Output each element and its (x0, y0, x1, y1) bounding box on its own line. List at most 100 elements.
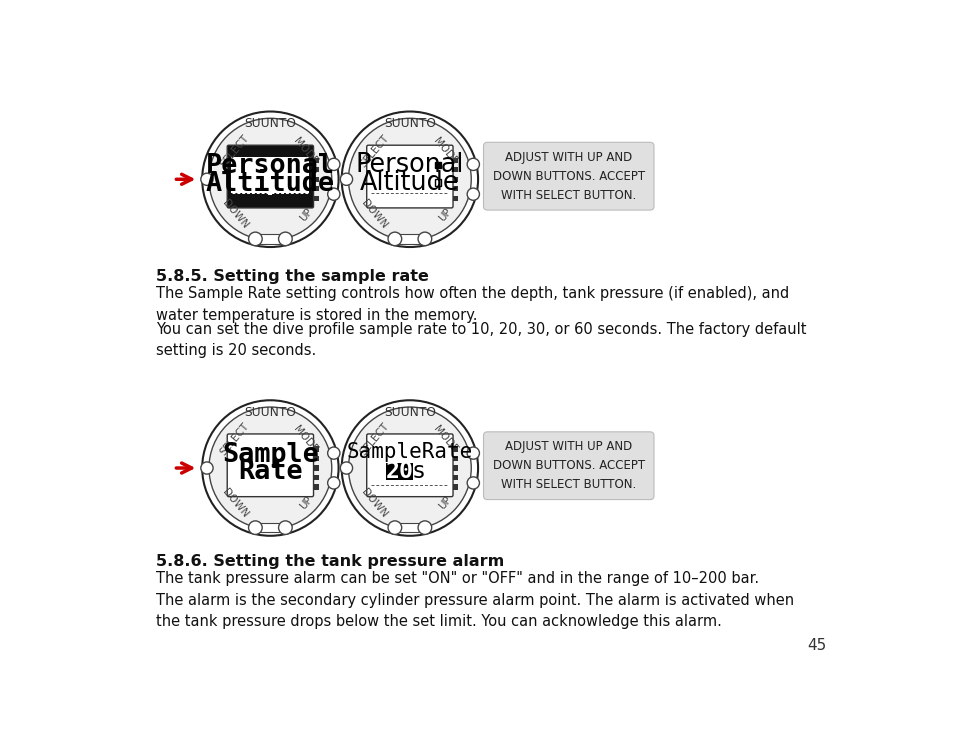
Text: MODE: MODE (431, 135, 458, 166)
Text: Sample: Sample (222, 442, 318, 467)
Circle shape (340, 462, 353, 474)
Text: You can set the dive profile sample rate to 10, 20, 30, or 60 seconds. The facto: You can set the dive profile sample rate… (155, 322, 805, 358)
Bar (453, 456, 458, 461)
Text: s: s (412, 460, 425, 483)
Text: DOWN: DOWN (220, 198, 250, 231)
FancyBboxPatch shape (227, 145, 314, 208)
Bar (453, 167, 458, 172)
Text: SELECT: SELECT (357, 421, 391, 457)
Text: MODE: MODE (292, 424, 319, 455)
Bar (453, 157, 458, 163)
Bar (314, 186, 318, 191)
Circle shape (200, 462, 213, 474)
Text: ADJUST WITH UP AND
DOWN BUTTONS. ACCEPT
WITH SELECT BUTTON.: ADJUST WITH UP AND DOWN BUTTONS. ACCEPT … (492, 440, 644, 491)
Text: 45: 45 (806, 638, 825, 653)
Bar (453, 446, 458, 452)
Text: SUUNTO: SUUNTO (244, 406, 296, 419)
Text: Rate: Rate (238, 460, 302, 485)
Circle shape (278, 232, 292, 246)
Text: SUUNTO: SUUNTO (383, 406, 436, 419)
Circle shape (348, 407, 471, 529)
FancyBboxPatch shape (227, 434, 314, 497)
Text: Personal: Personal (206, 153, 335, 179)
Bar (314, 196, 318, 201)
Text: SUUNTO: SUUNTO (383, 117, 436, 130)
Circle shape (388, 232, 401, 246)
Bar (435, 179, 440, 185)
Circle shape (209, 118, 332, 240)
Circle shape (348, 118, 471, 240)
Circle shape (327, 477, 339, 489)
Bar (435, 162, 440, 168)
Circle shape (467, 447, 479, 459)
FancyBboxPatch shape (366, 434, 453, 497)
Circle shape (340, 173, 353, 185)
Text: 5.8.5. Setting the sample rate: 5.8.5. Setting the sample rate (155, 269, 428, 284)
Bar (453, 485, 458, 490)
Bar (453, 186, 458, 191)
Circle shape (341, 400, 477, 536)
Text: The Sample Rate setting controls how often the depth, tank pressure (if enabled): The Sample Rate setting controls how oft… (155, 287, 788, 323)
Bar (453, 475, 458, 480)
Bar (314, 475, 318, 480)
Circle shape (417, 232, 432, 246)
Text: SELECT: SELECT (357, 132, 391, 169)
Text: 5.8.6. Setting the tank pressure alarm: 5.8.6. Setting the tank pressure alarm (155, 554, 503, 569)
Text: MODE: MODE (431, 424, 458, 455)
FancyBboxPatch shape (231, 175, 309, 193)
Bar (314, 485, 318, 490)
Circle shape (388, 521, 401, 534)
Bar (453, 465, 458, 471)
Bar (314, 167, 318, 172)
Circle shape (200, 173, 213, 185)
Circle shape (278, 521, 292, 534)
Circle shape (327, 447, 339, 459)
Bar (453, 177, 458, 182)
Circle shape (467, 477, 479, 489)
FancyBboxPatch shape (395, 234, 424, 243)
Text: 20: 20 (385, 460, 413, 483)
Text: DOWN: DOWN (359, 198, 389, 231)
Circle shape (249, 232, 262, 246)
FancyBboxPatch shape (385, 463, 413, 480)
Text: DOWN: DOWN (359, 487, 389, 519)
Circle shape (467, 158, 479, 170)
Circle shape (327, 188, 339, 200)
Text: UP: UP (436, 494, 453, 512)
Text: Altitude: Altitude (206, 171, 335, 197)
Circle shape (417, 521, 432, 534)
Text: Personal: Personal (355, 152, 463, 178)
FancyBboxPatch shape (231, 156, 309, 175)
Text: SampleRate: SampleRate (346, 442, 473, 462)
Bar (314, 177, 318, 182)
Text: UP: UP (297, 206, 314, 223)
Bar (314, 157, 318, 163)
Circle shape (249, 521, 262, 534)
FancyBboxPatch shape (255, 523, 285, 532)
Bar (453, 196, 458, 201)
Bar (268, 480, 273, 484)
Text: ADJUST WITH UP AND
DOWN BUTTONS. ACCEPT
WITH SELECT BUTTON.: ADJUST WITH UP AND DOWN BUTTONS. ACCEPT … (492, 150, 644, 202)
FancyBboxPatch shape (483, 142, 654, 210)
Text: Altitude: Altitude (359, 169, 459, 196)
FancyBboxPatch shape (395, 523, 424, 532)
Circle shape (202, 112, 338, 247)
Bar (314, 456, 318, 461)
Text: UP: UP (297, 494, 314, 512)
Bar (314, 465, 318, 471)
Text: SELECT: SELECT (218, 421, 251, 457)
Text: MODE: MODE (292, 135, 319, 166)
Text: SELECT: SELECT (218, 132, 251, 169)
Circle shape (202, 400, 338, 536)
Circle shape (467, 188, 479, 200)
Text: The tank pressure alarm can be set "ON" or "OFF" and in the range of 10–200 bar.: The tank pressure alarm can be set "ON" … (155, 572, 793, 630)
Circle shape (327, 158, 339, 170)
FancyBboxPatch shape (483, 432, 654, 500)
Circle shape (209, 407, 332, 529)
FancyBboxPatch shape (366, 145, 453, 208)
Text: SUUNTO: SUUNTO (244, 117, 296, 130)
FancyBboxPatch shape (255, 234, 285, 243)
FancyBboxPatch shape (231, 463, 309, 482)
Bar (268, 191, 273, 195)
Bar (314, 446, 318, 452)
